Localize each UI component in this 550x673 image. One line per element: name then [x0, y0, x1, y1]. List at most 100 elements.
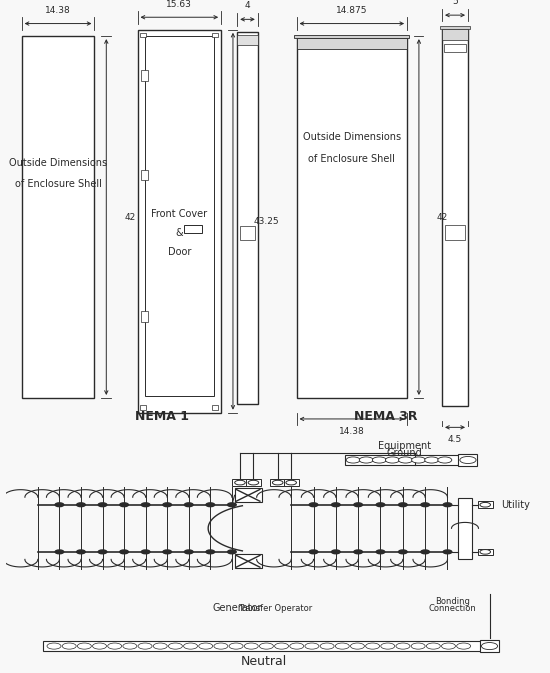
Text: 4.5: 4.5 — [448, 435, 462, 444]
Bar — [141, 71, 148, 81]
Circle shape — [376, 550, 385, 554]
Bar — [140, 405, 146, 410]
Circle shape — [411, 643, 425, 649]
Bar — [442, 29, 468, 40]
Circle shape — [228, 550, 236, 554]
Circle shape — [366, 643, 379, 649]
Text: 14.875: 14.875 — [336, 7, 367, 15]
Circle shape — [206, 503, 214, 507]
Circle shape — [76, 503, 85, 507]
Circle shape — [346, 457, 360, 463]
Circle shape — [381, 643, 395, 649]
Circle shape — [354, 550, 362, 554]
Circle shape — [309, 550, 318, 554]
Bar — [234, 489, 262, 502]
Text: Outside Dimensions: Outside Dimensions — [9, 157, 107, 168]
Circle shape — [229, 643, 243, 649]
Circle shape — [120, 503, 128, 507]
Circle shape — [354, 503, 362, 507]
Bar — [458, 454, 477, 466]
Bar — [233, 479, 248, 486]
Circle shape — [235, 481, 245, 485]
Bar — [440, 26, 470, 30]
Bar — [246, 479, 261, 486]
Bar — [442, 28, 468, 406]
Circle shape — [421, 503, 430, 507]
Bar — [141, 170, 148, 180]
Bar — [212, 405, 218, 410]
Circle shape — [47, 643, 61, 649]
Text: Neutral: Neutral — [241, 655, 287, 668]
Text: Transfer Operator: Transfer Operator — [238, 604, 312, 613]
Text: 5: 5 — [452, 0, 458, 6]
Bar — [212, 33, 218, 38]
Circle shape — [286, 481, 296, 485]
Bar — [284, 479, 299, 486]
Circle shape — [480, 503, 491, 507]
Circle shape — [320, 643, 334, 649]
Circle shape — [438, 457, 452, 463]
Circle shape — [55, 550, 64, 554]
Text: 15.63: 15.63 — [167, 0, 192, 9]
Bar — [458, 498, 472, 559]
Circle shape — [206, 550, 214, 554]
Circle shape — [141, 550, 150, 554]
Circle shape — [120, 550, 128, 554]
Bar — [237, 35, 258, 46]
Text: 42: 42 — [437, 213, 448, 221]
Text: &: & — [175, 227, 183, 238]
Text: Ground: Ground — [387, 448, 422, 458]
Text: NEMA 1: NEMA 1 — [135, 410, 189, 423]
Text: Equipment: Equipment — [378, 441, 431, 451]
Text: Front Cover: Front Cover — [151, 209, 207, 219]
Text: 14.38: 14.38 — [45, 7, 71, 15]
Circle shape — [481, 643, 498, 649]
Circle shape — [248, 481, 258, 485]
Bar — [294, 35, 409, 38]
Bar — [141, 312, 148, 322]
Circle shape — [228, 503, 236, 507]
Text: of Enclosure Shell: of Enclosure Shell — [309, 154, 395, 164]
Circle shape — [309, 503, 318, 507]
Text: Connection: Connection — [429, 604, 477, 613]
Bar — [444, 44, 466, 52]
Circle shape — [336, 643, 349, 649]
Circle shape — [244, 643, 258, 649]
Circle shape — [184, 643, 197, 649]
Bar — [477, 501, 493, 508]
Circle shape — [274, 643, 289, 649]
Circle shape — [332, 503, 340, 507]
Bar — [445, 225, 465, 240]
Circle shape — [350, 643, 365, 649]
Bar — [43, 641, 485, 651]
Text: Outside Dimensions: Outside Dimensions — [302, 133, 401, 143]
Circle shape — [141, 503, 150, 507]
Bar — [240, 225, 255, 240]
Circle shape — [411, 457, 426, 463]
Bar — [234, 555, 262, 568]
Circle shape — [98, 503, 107, 507]
Text: 4: 4 — [245, 1, 250, 10]
Circle shape — [153, 643, 167, 649]
Circle shape — [396, 643, 410, 649]
Circle shape — [426, 643, 441, 649]
Text: Bonding: Bonding — [436, 597, 470, 606]
Circle shape — [456, 643, 471, 649]
Bar — [480, 640, 499, 652]
Circle shape — [55, 503, 64, 507]
Circle shape — [290, 643, 304, 649]
Circle shape — [272, 481, 283, 485]
Bar — [477, 548, 493, 555]
Circle shape — [332, 550, 340, 554]
Circle shape — [359, 457, 373, 463]
Bar — [184, 225, 202, 233]
Bar — [21, 36, 95, 398]
Circle shape — [108, 643, 122, 649]
Bar — [138, 30, 221, 413]
Bar — [270, 479, 285, 486]
Circle shape — [184, 503, 193, 507]
Circle shape — [62, 643, 76, 649]
Circle shape — [425, 457, 439, 463]
Text: 43.25: 43.25 — [254, 217, 279, 225]
Bar — [140, 33, 146, 38]
